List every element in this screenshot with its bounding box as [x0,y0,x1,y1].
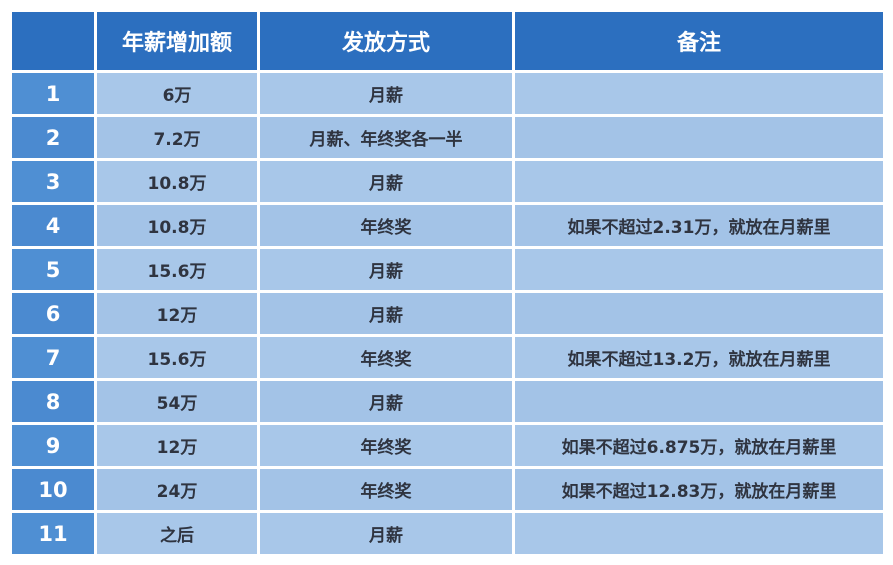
note-cell [515,293,883,334]
row-index: 8 [12,381,94,422]
salary-table: 年薪增加额 发放方式 备注 1 6万 月薪 2 7.2万 月薪、年终奖各一半 3 10.8万月… [9,9,886,557]
table-row: 6 12万 月薪 [12,293,883,334]
header-index [12,12,94,70]
header-row: 年薪增加额 发放方式 备注 [12,12,883,70]
header-method: 发放方式 [260,12,512,70]
method-cell: 年终奖 [260,469,512,510]
row-index: 6 [12,293,94,334]
table-row: 5 15.6万 月薪 [12,249,883,290]
note-cell: 如果不超过13.2万，就放在月薪里 [515,337,883,378]
amount-cell: 之后 [97,513,257,554]
table-row: 8 54万 月薪 [12,381,883,422]
method-cell: 月薪 [260,161,512,202]
amount-cell: 10.8万 [97,161,257,202]
row-index: 3 [12,161,94,202]
note-cell: 如果不超过2.31万，就放在月薪里 [515,205,883,246]
row-index: 4 [12,205,94,246]
row-index: 7 [12,337,94,378]
header-note: 备注 [515,12,883,70]
amount-cell: 15.6万 [97,337,257,378]
method-cell: 年终奖 [260,337,512,378]
amount-cell: 10.8万 [97,205,257,246]
table-row: 9 12万 年终奖 如果不超过6.875万，就放在月薪里 [12,425,883,466]
note-cell [515,161,883,202]
note-cell [515,381,883,422]
note-cell [515,117,883,158]
method-cell: 年终奖 [260,205,512,246]
method-cell: 月薪 [260,249,512,290]
method-cell: 月薪 [260,73,512,114]
table-row: 3 10.8万 月薪 [12,161,883,202]
table-row: 11 之后 月薪 [12,513,883,554]
row-index: 10 [12,469,94,510]
method-cell: 月薪 [260,293,512,334]
table-row: 1 6万 月薪 [12,73,883,114]
table-row: 7 15.6万 年终奖 如果不超过13.2万，就放在月薪里 [12,337,883,378]
header-amount: 年薪增加额 [97,12,257,70]
note-cell [515,513,883,554]
table-row: 4 10.8万 年终奖 如果不超过2.31万，就放在月薪里 [12,205,883,246]
method-cell: 月薪、年终奖各一半 [260,117,512,158]
note-cell: 如果不超过6.875万，就放在月薪里 [515,425,883,466]
amount-cell: 6万 [97,73,257,114]
amount-cell: 12万 [97,425,257,466]
amount-cell: 12万 [97,293,257,334]
table-row: 10 24万 年终奖 如果不超过12.83万，就放在月薪里 [12,469,883,510]
table-row: 2 7.2万 月薪、年终奖各一半 [12,117,883,158]
note-cell: 如果不超过12.83万，就放在月薪里 [515,469,883,510]
row-index: 1 [12,73,94,114]
amount-cell: 54万 [97,381,257,422]
method-cell: 月薪 [260,513,512,554]
method-cell: 年终奖 [260,425,512,466]
amount-cell: 15.6万 [97,249,257,290]
row-index: 2 [12,117,94,158]
method-cell: 月薪 [260,381,512,422]
amount-cell: 7.2万 [97,117,257,158]
row-index: 5 [12,249,94,290]
row-index: 9 [12,425,94,466]
note-cell [515,249,883,290]
amount-cell: 24万 [97,469,257,510]
note-cell [515,73,883,114]
row-index: 11 [12,513,94,554]
